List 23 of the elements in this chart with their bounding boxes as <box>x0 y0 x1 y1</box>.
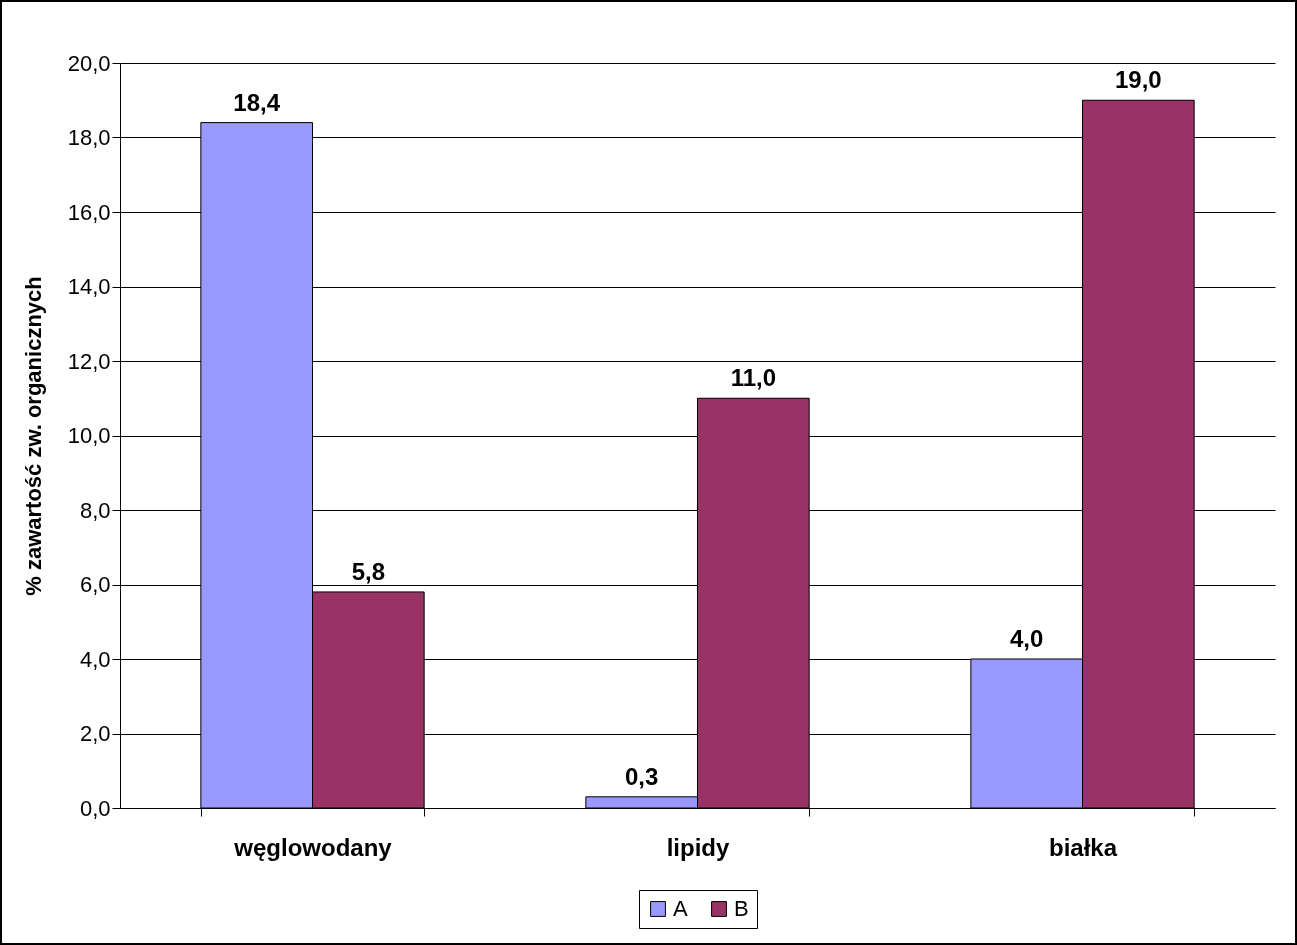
y-tick-label: 12,0 <box>67 348 111 374</box>
y-tick-label: 4,0 <box>79 646 111 672</box>
x-tick-label: lipidy <box>666 833 730 861</box>
y-tick-label: 14,0 <box>67 274 111 299</box>
y-tick-label: 6,0 <box>79 572 111 597</box>
legend-label: A <box>673 896 688 921</box>
data-label: 5,8 <box>351 557 386 585</box>
y-tick-label: 0,0 <box>79 795 111 821</box>
y-tick-label: 16,0 <box>67 199 111 225</box>
x-tick-label: białka <box>1048 833 1118 861</box>
y-tick-label: 2,0 <box>79 721 111 746</box>
y-tick-label: 10,0 <box>67 423 111 448</box>
legend-label: B <box>734 896 749 921</box>
data-label: 11,0 <box>730 364 777 392</box>
y-tick-label: 8,0 <box>79 497 111 523</box>
x-tick-label: węglowodany <box>233 833 393 861</box>
data-label: 19,0 <box>1114 66 1162 94</box>
y-axis-title: % zawartość zw. organicznych <box>20 276 46 596</box>
y-tick-label: 18,0 <box>67 125 111 150</box>
data-label: 4,0 <box>1009 625 1044 652</box>
y-tick-label: 20,0 <box>67 50 111 76</box>
data-label: 0,3 <box>624 762 659 790</box>
data-label: 18,4 <box>233 88 281 116</box>
